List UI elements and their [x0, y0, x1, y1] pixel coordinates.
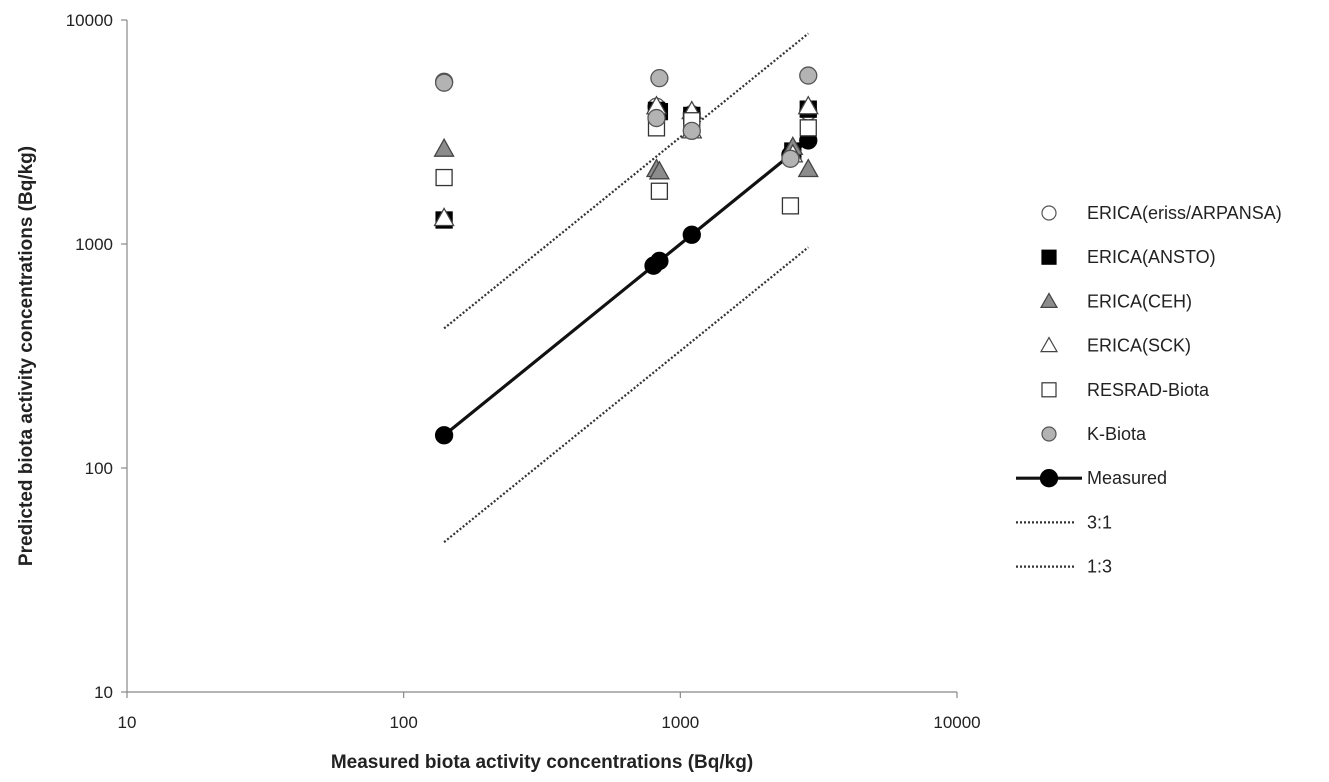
legend-item-erica-ceh: ERICA(CEH)	[1039, 291, 1192, 311]
legend: ERICA(eriss/ARPANSA) ERICA(ANSTO) ERICA(CE…	[1016, 203, 1282, 577]
data-point-k-biota	[650, 69, 669, 88]
y-tick-label: 1000	[75, 235, 113, 254]
legend-item-3-1: 3:1	[1016, 512, 1112, 532]
data-point-erica-ceh	[797, 158, 819, 178]
legend-item-erica-eriss-arpansa: ERICA(eriss/ARPANSA)	[1041, 203, 1282, 223]
legend-marker-swatch	[1039, 469, 1059, 488]
series-line-1-3	[443, 246, 809, 543]
legend-marker-swatch	[1039, 292, 1059, 308]
data-point-resrad-biota	[435, 168, 453, 187]
legend-label: ERICA(CEH)	[1087, 291, 1192, 311]
legend-marker-swatch	[1041, 249, 1057, 265]
data-point-erica-sck	[797, 95, 819, 115]
y-tick-label: 10	[94, 683, 113, 702]
data-point-measured	[434, 426, 454, 445]
legend-marker-swatch	[1039, 336, 1059, 353]
data-point-k-biota	[781, 149, 800, 168]
series-erica-eriss-arpansa	[434, 72, 818, 124]
legend-marker-swatch	[1041, 382, 1057, 398]
data-point-erica-ceh	[648, 160, 670, 180]
series-3-1	[443, 32, 809, 330]
legend-label: 3:1	[1087, 512, 1112, 532]
legend-label: ERICA(SCK)	[1087, 336, 1191, 356]
series-line-3-1	[443, 32, 809, 330]
x-tick-label: 100	[389, 713, 417, 732]
data-point-k-biota	[434, 73, 454, 92]
data-point-resrad-biota	[650, 182, 669, 200]
legend-label: Measured	[1087, 468, 1167, 488]
data-point-k-biota	[647, 108, 666, 128]
legend-item-erica-sck: ERICA(SCK)	[1039, 336, 1191, 356]
legend-item-k-biota: K-Biota	[1041, 424, 1147, 444]
x-tick-label: 10	[118, 713, 137, 732]
legend-label: 1:3	[1087, 557, 1112, 577]
data-point-resrad-biota	[799, 119, 817, 137]
legend-label: RESRAD-Biota	[1087, 380, 1210, 400]
legend-marker-swatch	[1041, 426, 1057, 442]
data-point-k-biota	[799, 66, 818, 85]
data-point-erica-sck	[433, 207, 455, 227]
y-tick-label: 10000	[66, 11, 113, 30]
legend-label: ERICA(ANSTO)	[1087, 247, 1216, 267]
legend-label: ERICA(eriss/ARPANSA)	[1087, 203, 1282, 223]
x-tick-label: 1000	[661, 713, 699, 732]
series-erica-sck	[433, 95, 819, 227]
data-point-measured	[650, 251, 669, 271]
data-point-resrad-biota	[781, 197, 800, 215]
data-point-k-biota	[682, 121, 701, 140]
ticks: 10 100 1000 10000 10 100 1000 10000	[66, 11, 981, 732]
data-point-measured	[682, 225, 701, 244]
legend-marker-swatch	[1041, 205, 1057, 221]
legend-item-resrad-biota: RESRAD-Biota	[1041, 380, 1210, 400]
series-1-3	[443, 246, 809, 543]
data-point-erica-ceh	[433, 137, 455, 157]
y-axis-title: Predicted biota activity concentrations …	[16, 146, 37, 566]
legend-label: K-Biota	[1087, 424, 1147, 444]
legend-item-1-3: 1:3	[1016, 557, 1112, 577]
x-axis-title: Measured biota activity concentrations (…	[331, 752, 753, 773]
axes	[126, 20, 957, 693]
x-tick-label: 10000	[933, 713, 980, 732]
plot-area	[433, 32, 819, 543]
y-tick-label: 100	[85, 459, 113, 478]
series-resrad-biota	[435, 112, 817, 215]
series-k-biota	[434, 66, 818, 168]
legend-item-erica-ansto: ERICA(ANSTO)	[1041, 247, 1216, 267]
series-erica-ceh	[433, 136, 819, 180]
legend-item-measured: Measured	[1016, 468, 1167, 488]
series-line-measured	[443, 139, 810, 437]
series-erica-ansto	[435, 100, 817, 229]
